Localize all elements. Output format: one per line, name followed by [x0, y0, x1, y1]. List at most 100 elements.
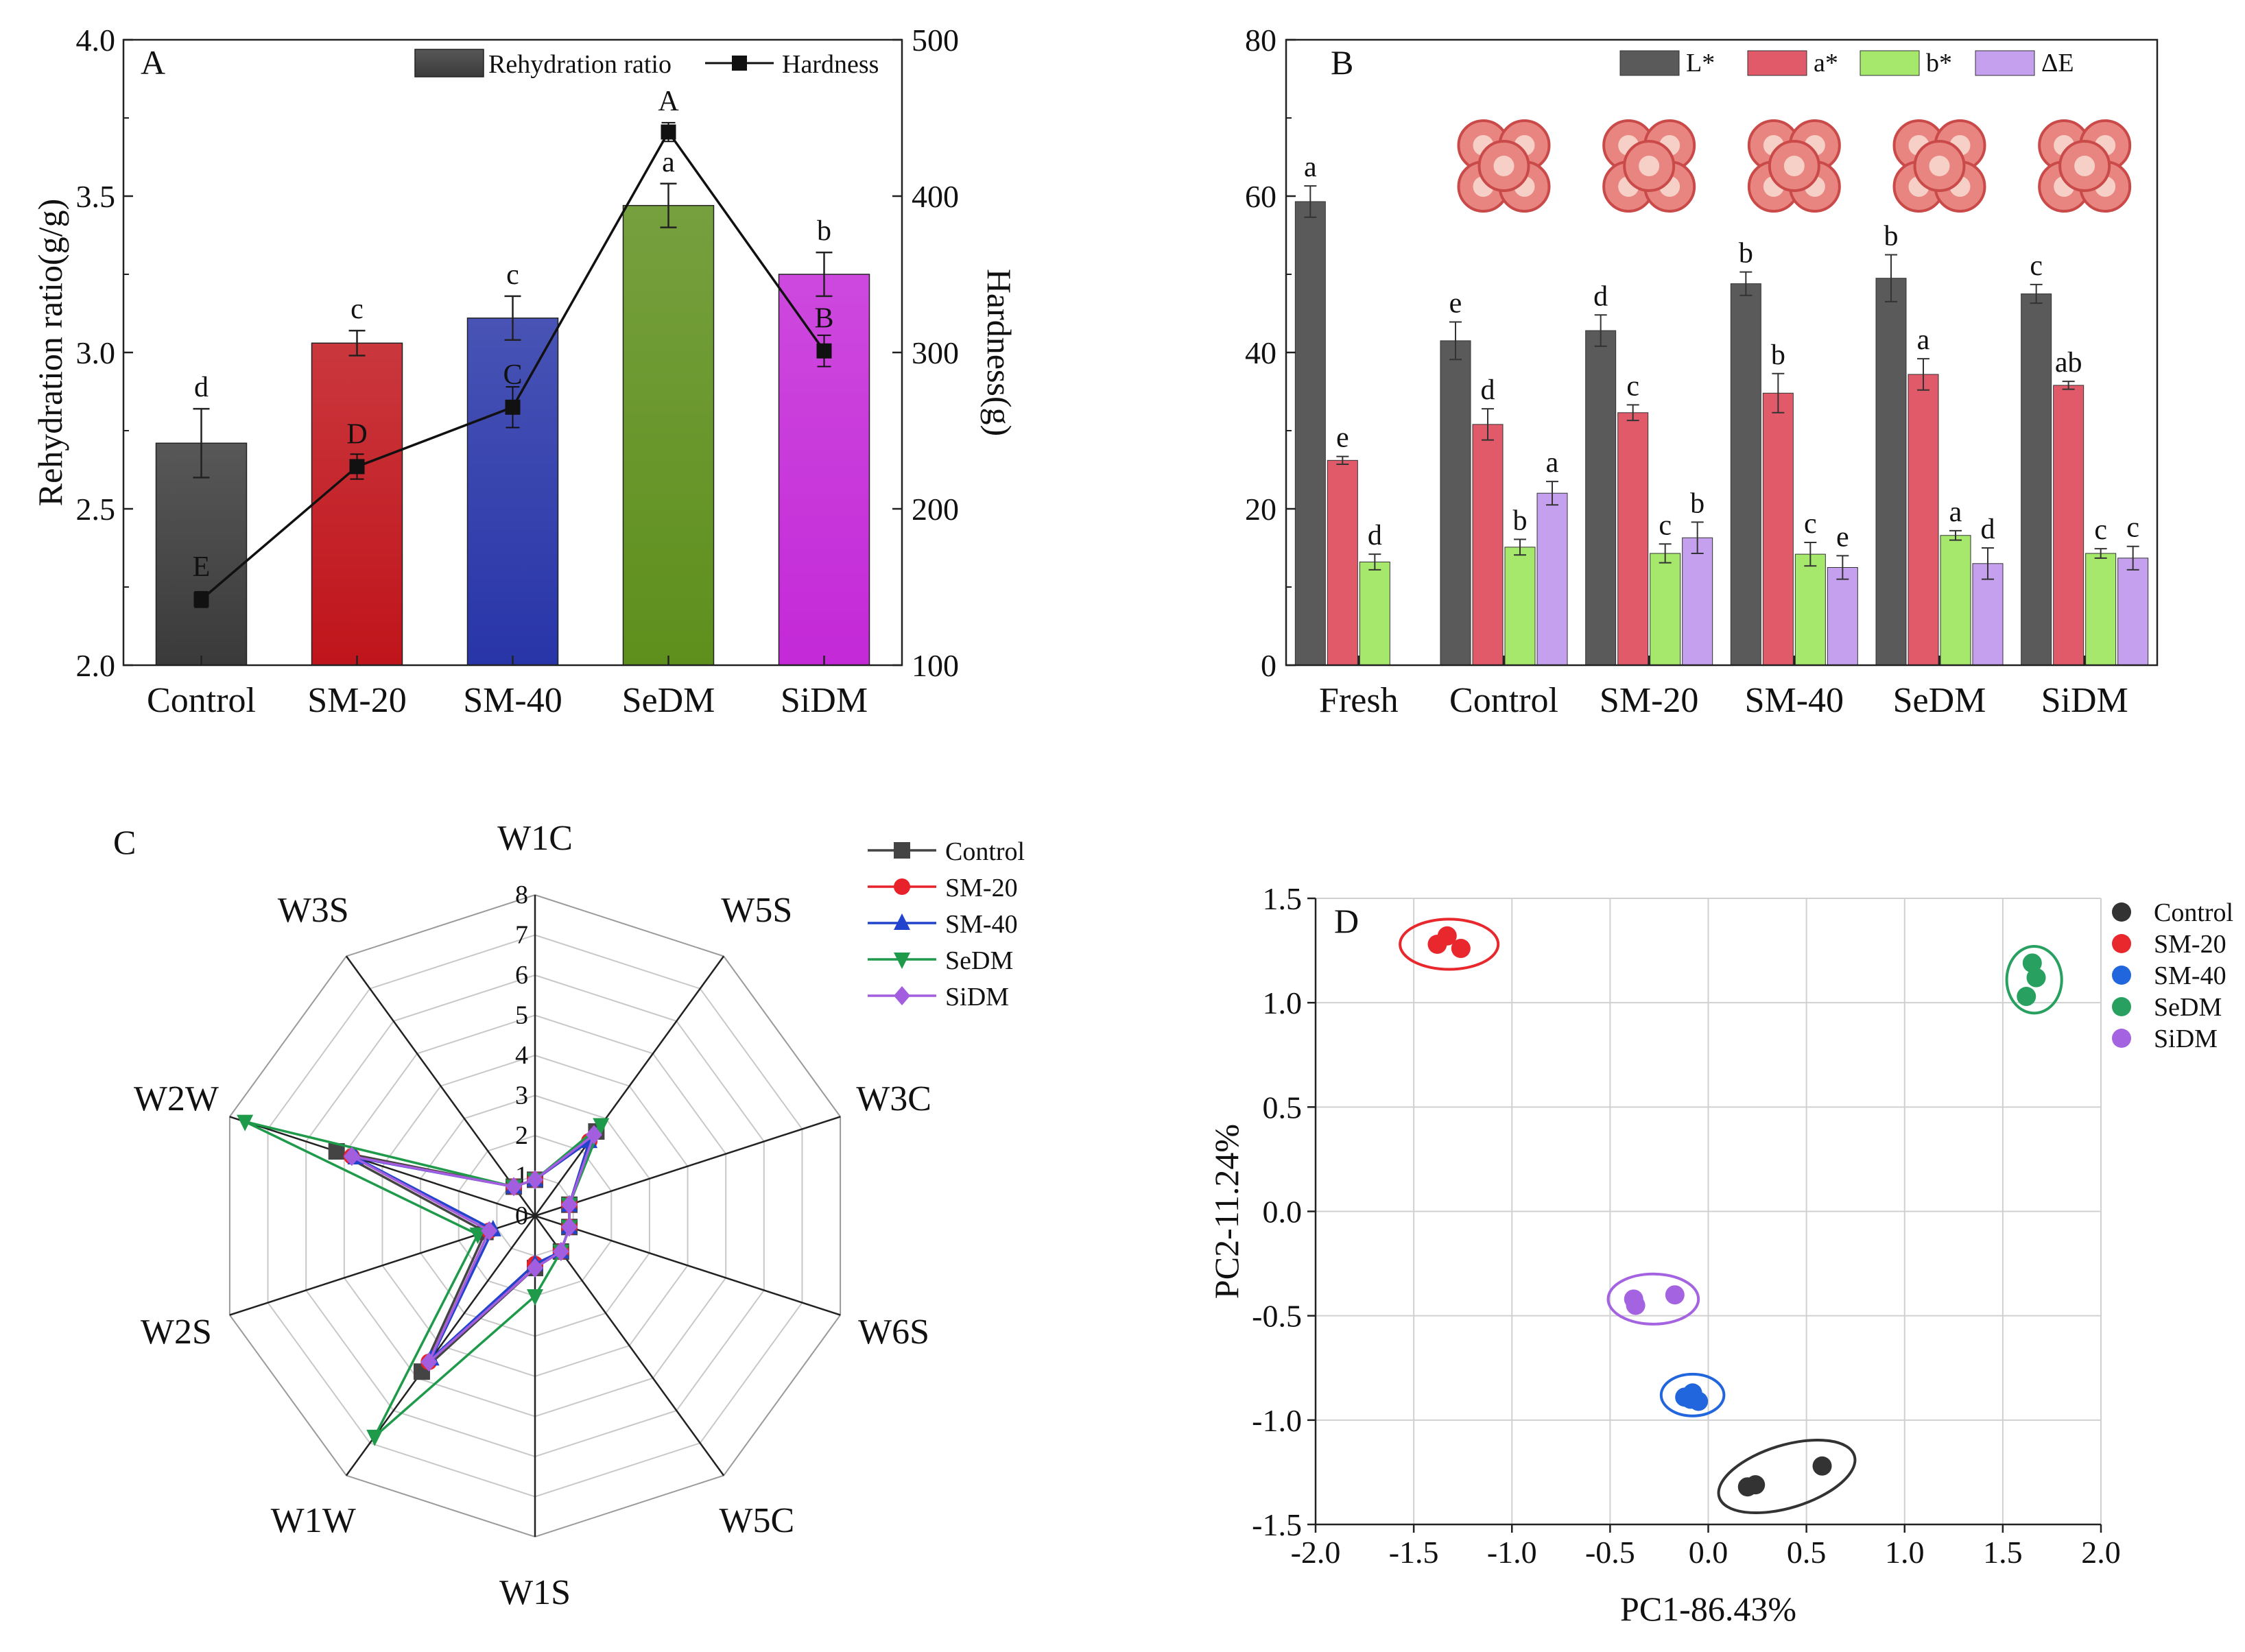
strawberry-core — [1929, 156, 1950, 176]
confidence-ellipse — [2005, 944, 2063, 1015]
panel-c: W1CW5SW3CW6SW5CW1SW1WW2SW2WW3S012345678C… — [113, 819, 1025, 1612]
strawberry-image-control — [1457, 119, 1551, 213]
ytick-label: -1.0 — [1252, 1403, 1302, 1438]
category-label: Control — [1449, 681, 1558, 720]
legend-marker — [2112, 1029, 2131, 1048]
radar-axis-label: W3C — [856, 1079, 931, 1118]
pca-series-control — [1717, 1438, 1857, 1515]
bar-letter: c — [1804, 508, 1817, 540]
hardness-point — [661, 124, 676, 140]
category-label: SeDM — [622, 681, 715, 720]
ytick-label: 0.0 — [1263, 1195, 1303, 1230]
bar-lstar-fresh — [1294, 201, 1326, 666]
strawberry-image-sm-40 — [1747, 119, 1841, 213]
legend-label: SM-20 — [2154, 930, 2226, 959]
category-label: SM-40 — [1745, 681, 1844, 720]
legend-marker — [2112, 997, 2131, 1016]
legend-label: SeDM — [2154, 993, 2222, 1022]
ytick-label: 40 — [1245, 335, 1276, 370]
xtick-label: 1.5 — [1983, 1535, 2023, 1570]
ytick-label: 1.0 — [1263, 985, 1303, 1020]
legend-label: SiDM — [945, 983, 1009, 1011]
radar-spoke — [534, 1214, 841, 1316]
radar-point — [527, 1170, 543, 1190]
panel-d: -2.0 -1.5 -1.0 -0.5 0.0 0.5 1.0 1.5 2.0-1.5-1.0-… — [1207, 881, 2233, 1628]
bar-letter: d — [1368, 520, 1382, 551]
bar-letter: b — [1884, 221, 1899, 252]
strawberry-image-sidm — [2038, 119, 2132, 213]
radar-point — [237, 1114, 254, 1132]
bar-bstar-sm-40 — [1794, 553, 1826, 666]
legend-marker — [2112, 902, 2131, 922]
bar-letter: c — [1626, 370, 1639, 402]
xtick-label: 0.5 — [1787, 1535, 1827, 1570]
legend-label: SM-40 — [945, 910, 1018, 939]
radar-tick-label: 2 — [515, 1121, 528, 1150]
legend-label: SeDM — [945, 946, 1013, 975]
y-axis-label: Rehydration ratio(g/g) — [31, 199, 69, 507]
ytick-right-label: 300 — [912, 335, 959, 370]
panel-a: d c c a b E D C A B 2.0 2.5 3.0 3.5 4.0 100 200 300 400 500… — [31, 23, 1019, 720]
bar-bstar-sm-20 — [1650, 553, 1681, 666]
bar-astar-control — [1472, 424, 1504, 666]
radar-tick-label: 8 — [515, 881, 528, 909]
pca-point — [1746, 1475, 1766, 1495]
bar-astar-fresh — [1327, 459, 1358, 666]
radar-spoke — [229, 1116, 536, 1217]
confidence-ellipse — [1717, 1438, 1857, 1515]
radar-axis-label: W1C — [497, 819, 573, 858]
bar-letter: d — [1481, 374, 1495, 406]
radar-point — [552, 1242, 569, 1262]
ytick-right-label: 500 — [912, 23, 959, 58]
radar-spoke — [534, 955, 725, 1217]
bar-rehydration-sm-20 — [311, 342, 403, 666]
legend-marker — [2112, 934, 2131, 953]
xtick-label: 0.0 — [1689, 1535, 1729, 1570]
bar-letter: a — [1546, 447, 1559, 479]
bar-lstar-sedm — [1875, 278, 1907, 666]
hardness-letter: E — [193, 551, 211, 583]
pca-point — [2026, 968, 2046, 987]
legend-label: b* — [1926, 49, 1952, 77]
radar-axis-label: W2W — [134, 1079, 219, 1118]
category-label: SM-20 — [1600, 681, 1698, 720]
hardness-point — [193, 592, 209, 608]
bar-astar-sedm — [1908, 374, 1939, 666]
y-axis-right-label: Hardness(g) — [980, 269, 1019, 436]
radar-tick-label: 3 — [515, 1081, 528, 1110]
legend-label-rehydration: Rehydration ratio — [488, 50, 672, 79]
panel-label-a: A — [141, 43, 165, 82]
pca-point — [1626, 1295, 1646, 1315]
bar-astar-sm-40 — [1762, 392, 1794, 666]
ytick-right-label: 100 — [912, 648, 959, 683]
category-label: SeDM — [1893, 681, 1986, 720]
legend-label: SM-20 — [945, 874, 1018, 902]
hardness-letter: B — [814, 303, 833, 335]
strawberry-core — [1783, 156, 1805, 176]
legend-swatch — [1975, 50, 2035, 76]
confidence-ellipse — [1399, 918, 1500, 971]
ytick-label: 3.0 — [76, 335, 116, 370]
hardness-point — [349, 459, 365, 475]
ytick-label: 0.5 — [1263, 1090, 1303, 1125]
panel-label-d: D — [1334, 902, 1359, 940]
pca-series-sedm — [2005, 944, 2063, 1015]
bar-delta-e-sm-20 — [1682, 537, 1713, 666]
radar-point — [527, 1258, 543, 1278]
radar-point — [561, 1217, 578, 1237]
xtick-label: 1.0 — [1885, 1535, 1925, 1570]
pca-point — [1451, 939, 1471, 959]
radar-point — [894, 953, 910, 969]
ytick-right-label: 400 — [912, 179, 959, 214]
bar-letter: e — [1449, 288, 1462, 320]
ytick-label: 2.5 — [76, 492, 116, 527]
xtick-label: -1.0 — [1487, 1535, 1537, 1570]
bar-letter: a — [1917, 324, 1930, 356]
radar-tick-label: 6 — [515, 961, 528, 990]
ytick-label: 20 — [1245, 492, 1276, 527]
bar-letter: c — [2126, 512, 2139, 544]
bar-lstar-control — [1440, 340, 1471, 666]
bar-lstar-sidm — [2021, 294, 2052, 666]
legend-label: ΔE — [2041, 49, 2074, 77]
ytick-label: 2.0 — [76, 648, 116, 683]
